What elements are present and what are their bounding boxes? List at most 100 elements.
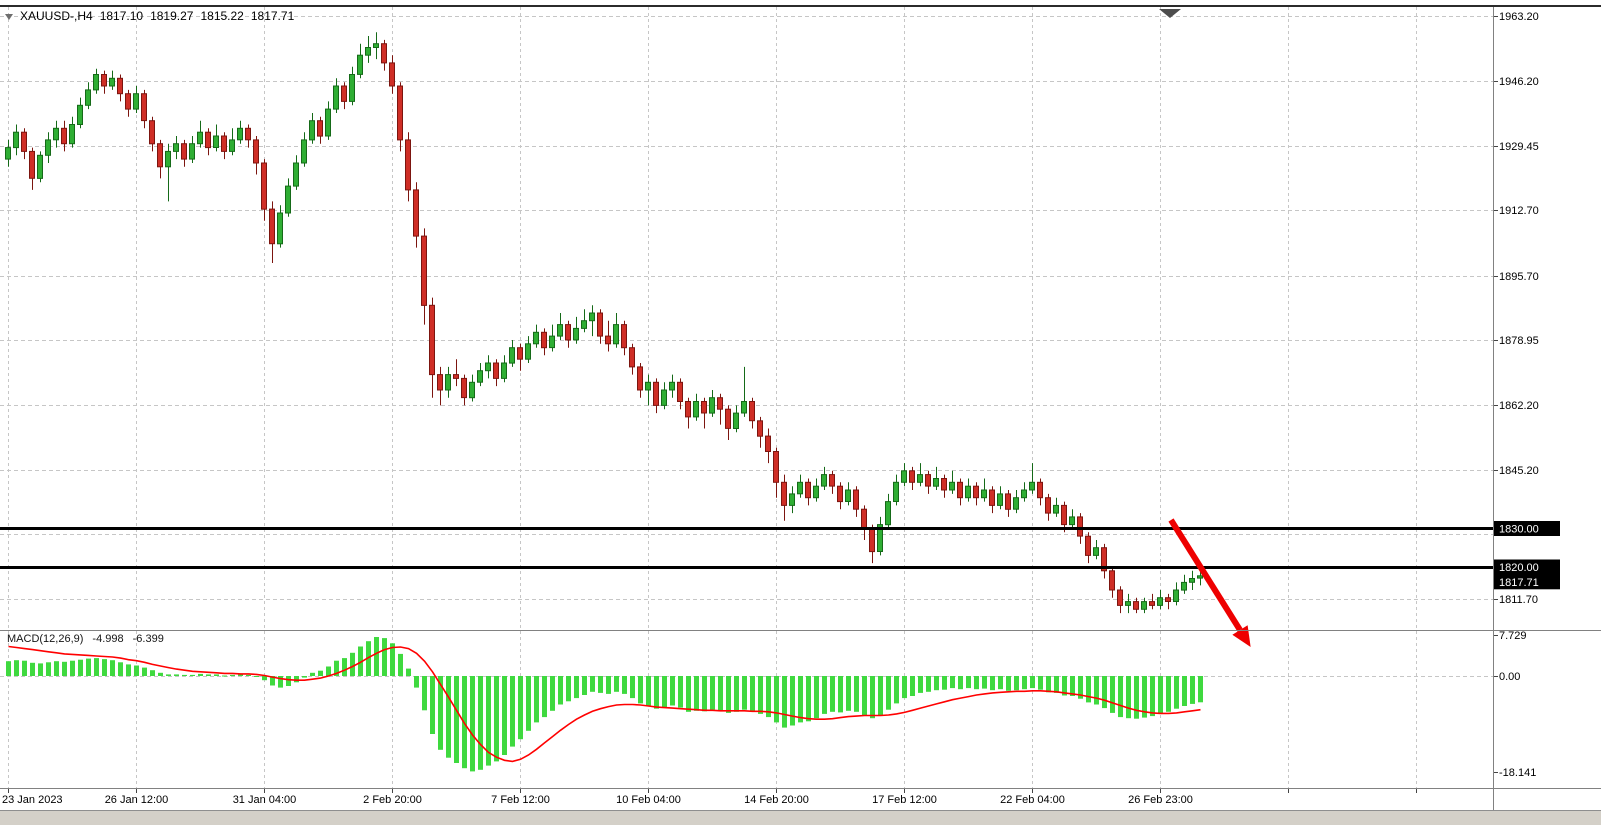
macd-histogram-bar [854, 676, 859, 712]
bear-candle [397, 85, 403, 141]
bear-candle [341, 85, 347, 102]
macd-histogram-bar [222, 675, 227, 677]
bear-candle [565, 324, 571, 341]
macd-histogram-bar [926, 676, 931, 692]
bear-candle [757, 420, 763, 437]
bull-candle [477, 370, 483, 383]
bear-candle [421, 235, 427, 306]
bull-candle [165, 150, 171, 168]
bull-candle [213, 135, 219, 148]
bull-candle [525, 343, 531, 360]
macd-histogram-bar [1142, 676, 1147, 718]
bear-candle [621, 324, 627, 349]
macd-histogram-bar [190, 674, 195, 676]
macd-histogram-bar [814, 676, 819, 719]
macd-histogram-bar [118, 662, 123, 676]
bull-candle [1125, 601, 1131, 606]
bear-candle [725, 408, 731, 429]
bear-candle [637, 366, 643, 391]
bear-candle [941, 478, 947, 491]
bear-candle [685, 401, 691, 418]
macd-histogram-bar [830, 676, 835, 712]
macd-histogram-bar [614, 676, 619, 692]
macd-histogram-bar [238, 674, 243, 676]
macd-histogram-bar [1014, 676, 1019, 691]
price-axis-label: 1878.95 [1499, 335, 1539, 347]
macd-histogram-bar [526, 676, 531, 731]
bull-candle [237, 127, 243, 141]
bull-candle [349, 74, 355, 102]
ohlc-low: 1815.22 [200, 9, 244, 23]
bear-candle [413, 189, 419, 237]
chart-shift-marker[interactable] [1159, 9, 1181, 18]
macd-histogram-bar [158, 672, 163, 676]
macd-histogram-bar [886, 676, 891, 710]
bull-candle [333, 85, 339, 110]
macd-histogram-bar [798, 676, 803, 723]
macd-histogram-bar [270, 676, 275, 686]
bull-candle [645, 381, 651, 391]
macd-histogram-bar [518, 676, 523, 740]
macd-histogram-bar [974, 676, 979, 690]
macd-histogram-bar [670, 676, 675, 706]
macd-histogram-bar [638, 676, 643, 704]
macd-histogram-bar [598, 676, 603, 693]
macd-histogram-bar [454, 676, 459, 763]
bear-candle [253, 139, 259, 164]
bear-candle [149, 120, 155, 145]
macd-histogram-bar [334, 660, 339, 676]
ohlc-high: 1819.27 [150, 9, 194, 23]
macd-histogram-bar [566, 676, 571, 702]
bull-candle [373, 43, 379, 49]
bull-candle [733, 412, 739, 430]
macd-histogram-bar [838, 676, 843, 713]
bear-candle [597, 312, 603, 337]
bear-candle [461, 377, 467, 399]
bull-candle [509, 347, 515, 364]
macd-histogram-bar [822, 676, 827, 714]
macd-histogram-bar [1110, 676, 1115, 713]
symbol-period-label: XAUUSD-,H4 [20, 9, 93, 23]
macd-histogram-bar [126, 664, 131, 676]
macd-histogram-bar [630, 676, 635, 699]
bull-candle [797, 481, 803, 495]
macd-histogram-bar [494, 676, 499, 762]
bull-candle [37, 154, 43, 179]
horizontal-scrollbar[interactable] [0, 810, 1601, 825]
bear-candle [861, 508, 867, 529]
macd-histogram-bar [38, 663, 43, 676]
macd-histogram-bar [102, 659, 107, 676]
macd-histogram-bar [422, 676, 427, 711]
bull-candle [485, 362, 491, 372]
macd-histogram-bar [950, 676, 955, 689]
bull-candle [789, 493, 795, 506]
macd-histogram-bar [342, 658, 347, 676]
macd-histogram-bar [182, 674, 187, 676]
macd-histogram-bar [6, 661, 11, 676]
time-axis-label: 2 Feb 20:00 [363, 794, 422, 806]
macd-histogram-bar [1174, 676, 1179, 709]
bull-candle [277, 212, 283, 245]
bull-candle [845, 489, 851, 502]
bear-candle [677, 381, 683, 402]
bear-candle [701, 401, 707, 414]
macd-histogram-bar [910, 676, 915, 696]
macd-histogram-bar [358, 646, 363, 676]
price-axis-label: 1862.20 [1499, 400, 1539, 412]
macd-histogram-bar [54, 661, 59, 676]
bull-candle [85, 89, 91, 106]
trend-arrow-shaft[interactable] [1168, 518, 1243, 632]
bull-candle [293, 162, 299, 187]
macd-histogram-bar [774, 676, 779, 723]
macd-histogram-bar [142, 667, 147, 676]
macd-histogram-bar [1118, 676, 1123, 718]
ohlc-toggle-icon[interactable] [5, 13, 13, 20]
bull-candle [1157, 597, 1163, 606]
bull-candle [949, 481, 955, 491]
bull-candle [325, 108, 331, 137]
bear-candle [245, 127, 251, 141]
macd-histogram-bar [1182, 676, 1187, 706]
bear-candle [1149, 601, 1155, 606]
